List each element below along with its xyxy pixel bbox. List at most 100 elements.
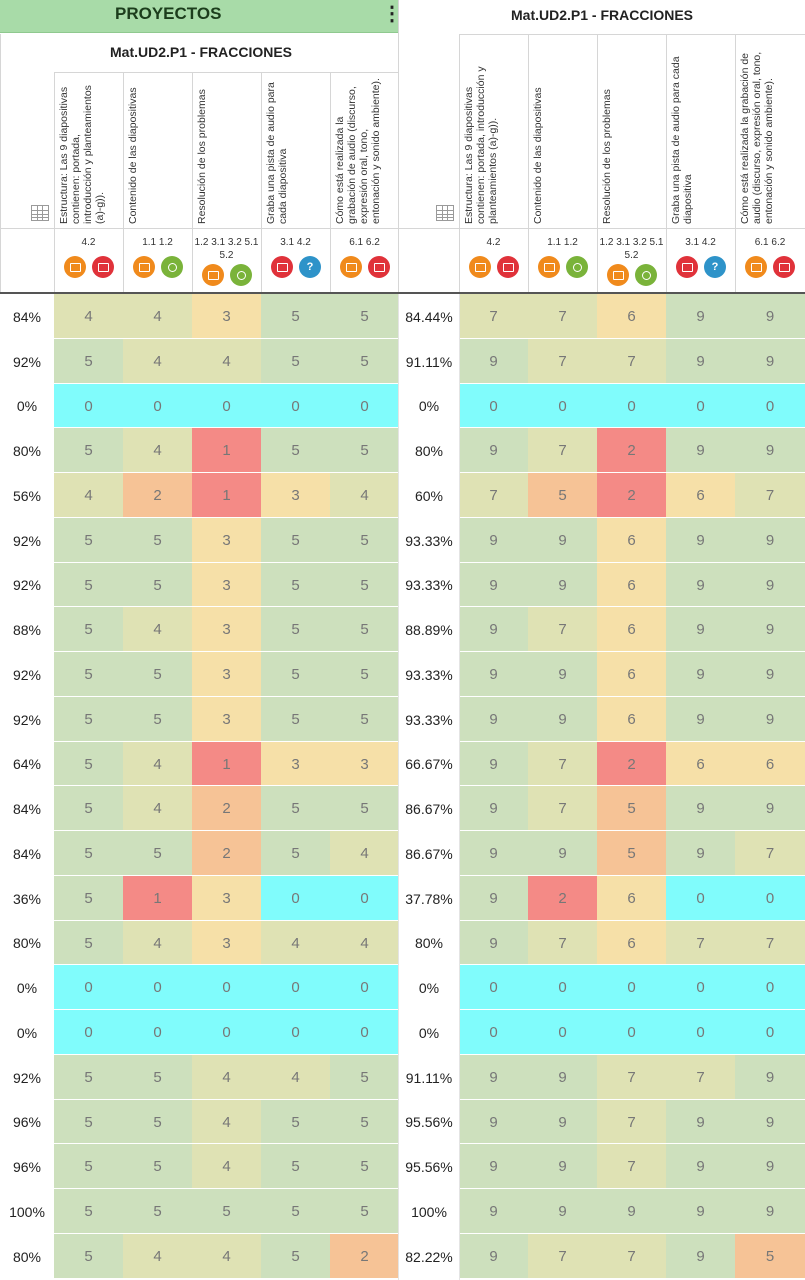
- grade-cell[interactable]: 9: [666, 1144, 735, 1189]
- grade-cell[interactable]: 0: [192, 965, 261, 1010]
- grade-cell[interactable]: 9: [666, 1100, 735, 1144]
- grade-cell[interactable]: 9: [459, 786, 528, 831]
- grade-cell[interactable]: 5: [261, 518, 330, 563]
- grade-cell[interactable]: 1: [192, 473, 261, 518]
- grade-cell[interactable]: 4: [54, 294, 123, 339]
- grade-cell[interactable]: 4: [123, 294, 192, 339]
- grade-cell[interactable]: 0: [123, 965, 192, 1010]
- grade-cell[interactable]: 4: [192, 1055, 261, 1100]
- grade-cell[interactable]: 5: [330, 1055, 399, 1100]
- grade-cell[interactable]: 9: [735, 339, 805, 384]
- grade-cell[interactable]: 6: [597, 652, 666, 697]
- grade-cell[interactable]: 9: [459, 1234, 528, 1279]
- grade-cell[interactable]: 0: [261, 1010, 330, 1055]
- grade-cell[interactable]: 0: [597, 1010, 666, 1055]
- grade-cell[interactable]: 4: [192, 1100, 261, 1144]
- grade-cell[interactable]: 5: [123, 697, 192, 742]
- grade-cell[interactable]: 0: [459, 384, 528, 428]
- grade-cell[interactable]: 0: [528, 1010, 597, 1055]
- grade-cell[interactable]: 0: [528, 965, 597, 1010]
- grade-cell[interactable]: 9: [459, 1055, 528, 1100]
- grade-cell[interactable]: 5: [597, 831, 666, 876]
- grade-cell[interactable]: 0: [666, 1010, 735, 1055]
- grade-cell[interactable]: 0: [735, 876, 805, 921]
- grade-cell[interactable]: 4: [192, 339, 261, 384]
- grade-cell[interactable]: 5: [330, 786, 399, 831]
- grade-cell[interactable]: 5: [54, 786, 123, 831]
- grade-cell[interactable]: 3: [192, 876, 261, 921]
- grade-cell[interactable]: 5: [261, 1144, 330, 1189]
- grade-cell[interactable]: 4: [123, 428, 192, 473]
- grade-cell[interactable]: 7: [528, 428, 597, 473]
- grade-cell[interactable]: 3: [261, 473, 330, 518]
- grade-cell[interactable]: 9: [459, 339, 528, 384]
- grade-cell[interactable]: 9: [459, 876, 528, 921]
- grade-cell[interactable]: 5: [54, 563, 123, 607]
- grade-cell[interactable]: 5: [54, 831, 123, 876]
- grade-cell[interactable]: 7: [597, 1234, 666, 1279]
- grade-cell[interactable]: 5: [261, 697, 330, 742]
- grade-cell[interactable]: 9: [666, 339, 735, 384]
- grade-cell[interactable]: 2: [597, 428, 666, 473]
- grade-cell[interactable]: 9: [597, 1189, 666, 1234]
- grade-cell[interactable]: 7: [528, 607, 597, 652]
- grade-cell[interactable]: 7: [735, 831, 805, 876]
- grade-cell[interactable]: 1: [192, 742, 261, 786]
- grade-cell[interactable]: 9: [735, 1189, 805, 1234]
- grade-cell[interactable]: 4: [123, 1234, 192, 1279]
- grade-cell[interactable]: 4: [123, 742, 192, 786]
- table-view-icon[interactable]: [436, 205, 454, 221]
- grade-cell[interactable]: 5: [597, 786, 666, 831]
- grade-cell[interactable]: 1: [123, 876, 192, 921]
- grade-cell[interactable]: 4: [261, 1055, 330, 1100]
- grade-cell[interactable]: 5: [330, 1100, 399, 1144]
- grade-cell[interactable]: 0: [459, 1010, 528, 1055]
- grade-cell[interactable]: 3: [330, 742, 399, 786]
- grade-cell[interactable]: 0: [597, 384, 666, 428]
- grade-cell[interactable]: 7: [735, 921, 805, 965]
- grade-cell[interactable]: 5: [123, 831, 192, 876]
- grade-cell[interactable]: 0: [330, 384, 399, 428]
- grade-cell[interactable]: 0: [666, 384, 735, 428]
- grade-cell[interactable]: 4: [54, 473, 123, 518]
- grade-cell[interactable]: 5: [54, 1144, 123, 1189]
- grade-cell[interactable]: 5: [261, 1234, 330, 1279]
- grade-cell[interactable]: 0: [735, 384, 805, 428]
- grade-cell[interactable]: 9: [459, 607, 528, 652]
- more-options-icon[interactable]: ⋮: [382, 3, 402, 25]
- grade-cell[interactable]: 5: [330, 518, 399, 563]
- grade-cell[interactable]: 7: [459, 294, 528, 339]
- grade-cell[interactable]: 4: [192, 1234, 261, 1279]
- grade-cell[interactable]: 5: [123, 1144, 192, 1189]
- grade-cell[interactable]: 6: [597, 607, 666, 652]
- grade-cell[interactable]: 4: [261, 921, 330, 965]
- grade-cell[interactable]: 5: [330, 1144, 399, 1189]
- grade-cell[interactable]: 9: [528, 1189, 597, 1234]
- grade-cell[interactable]: 9: [666, 607, 735, 652]
- grade-cell[interactable]: 5: [54, 1055, 123, 1100]
- grade-cell[interactable]: 7: [528, 294, 597, 339]
- grade-cell[interactable]: 0: [330, 965, 399, 1010]
- grade-cell[interactable]: 5: [54, 607, 123, 652]
- grade-cell[interactable]: 9: [735, 786, 805, 831]
- grade-cell[interactable]: 7: [735, 473, 805, 518]
- grade-cell[interactable]: 7: [597, 1055, 666, 1100]
- grade-cell[interactable]: 5: [54, 518, 123, 563]
- grade-cell[interactable]: 5: [330, 1189, 399, 1234]
- grade-cell[interactable]: 9: [735, 428, 805, 473]
- grade-cell[interactable]: 5: [123, 1189, 192, 1234]
- grade-cell[interactable]: 0: [123, 384, 192, 428]
- grade-cell[interactable]: 9: [459, 1144, 528, 1189]
- grade-cell[interactable]: 4: [123, 607, 192, 652]
- grade-cell[interactable]: 5: [261, 294, 330, 339]
- grade-cell[interactable]: 9: [666, 831, 735, 876]
- grade-cell[interactable]: 9: [528, 1144, 597, 1189]
- grade-cell[interactable]: 9: [666, 518, 735, 563]
- grade-cell[interactable]: 5: [330, 697, 399, 742]
- grade-cell[interactable]: 9: [735, 294, 805, 339]
- grade-cell[interactable]: 9: [735, 1055, 805, 1100]
- grade-cell[interactable]: 5: [54, 339, 123, 384]
- grade-cell[interactable]: 9: [528, 831, 597, 876]
- grade-cell[interactable]: 4: [330, 473, 399, 518]
- grade-cell[interactable]: 5: [261, 339, 330, 384]
